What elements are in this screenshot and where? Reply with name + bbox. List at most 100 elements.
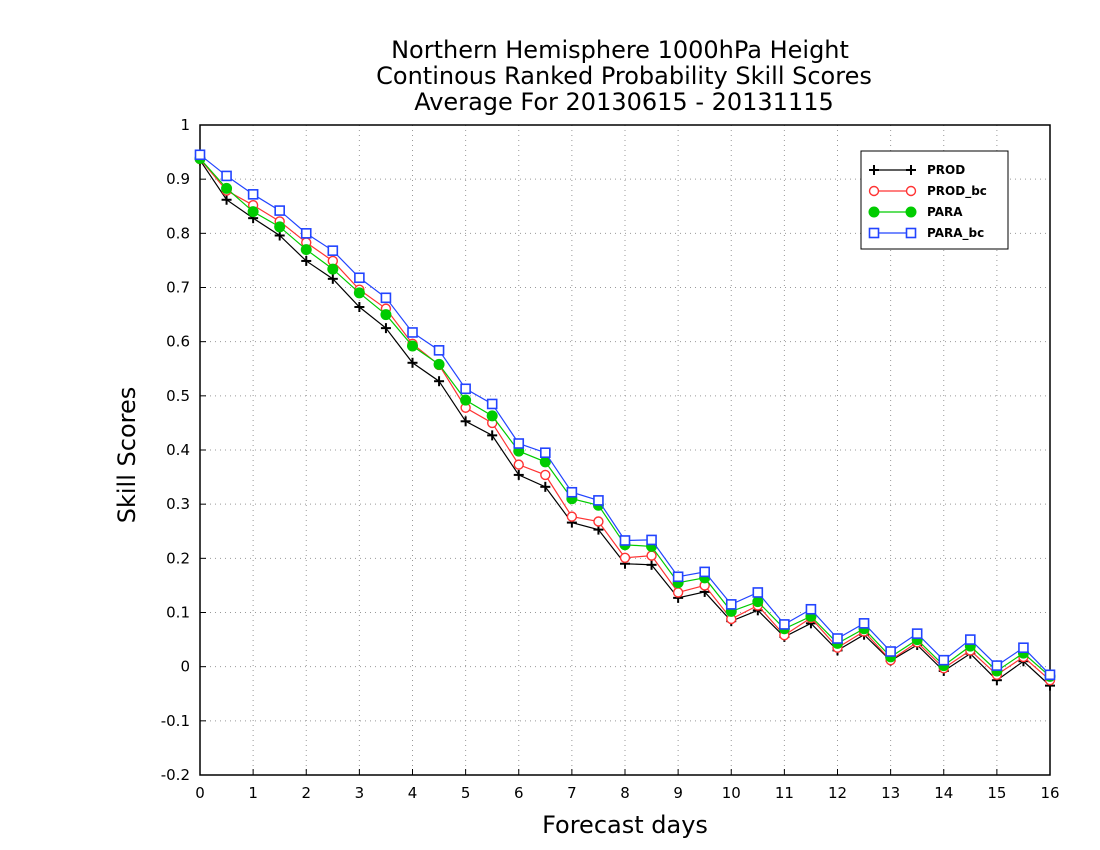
data-point-prod	[646, 559, 657, 570]
data-point-prod-bc	[513, 459, 524, 470]
data-point-para-bc	[540, 447, 551, 459]
x-axis-title: Forecast days	[542, 811, 708, 839]
legend-item-para: PARA	[868, 205, 963, 219]
legend-marker	[906, 165, 916, 175]
legend-marker	[905, 185, 917, 197]
data-point-para-bc	[274, 205, 285, 216]
title-line-3: Average For 20130615 - 20131115	[414, 88, 834, 116]
data-point-para-bc	[513, 438, 525, 449]
data-point-para-bc	[938, 654, 950, 666]
legend-marker	[868, 185, 880, 197]
data-point-para-bc	[619, 535, 631, 546]
legend-marker	[905, 227, 917, 239]
data-point-prod	[354, 302, 365, 312]
legend-item-prod-bc: PROD_bc	[868, 184, 987, 199]
data-point-prod	[327, 273, 338, 284]
legend-label: PARA	[927, 205, 963, 219]
y-tick-label: 0.1	[166, 604, 190, 622]
legend-marker	[869, 165, 879, 175]
series	[194, 149, 1056, 691]
chart-title: Northern Hemisphere 1000hPa Height Conti…	[376, 36, 872, 116]
data-point-para-bc	[965, 634, 976, 645]
data-point-para-bc	[460, 383, 471, 395]
data-point-para	[460, 394, 472, 406]
y-tick-label: 0	[180, 658, 190, 676]
y-tick-label: -0.1	[161, 712, 190, 730]
x-tick-label: 1	[248, 784, 258, 802]
data-point-para-bc	[725, 599, 737, 610]
legend: PROD PROD_bc PARA PARA_bc	[860, 150, 1009, 250]
data-point-para	[752, 596, 764, 608]
data-point-prod-bc	[619, 552, 631, 563]
y-tick-label: 0.8	[166, 224, 190, 242]
data-point-para-bc	[1018, 642, 1029, 654]
x-tick-label: 0	[195, 784, 205, 802]
data-point-para-bc	[885, 646, 896, 657]
data-point-prod	[380, 323, 391, 334]
data-point-para-bc	[699, 566, 710, 578]
data-point-para-bc	[194, 149, 206, 161]
x-tick-label: 16	[1040, 784, 1059, 802]
data-point-prod	[513, 469, 524, 480]
data-point-para	[300, 244, 312, 256]
data-point-prod-bc	[540, 469, 551, 481]
x-tick-label: 10	[722, 784, 741, 802]
data-point-para-bc	[380, 292, 392, 304]
data-point-para	[380, 309, 392, 321]
y-tick-label: 0.7	[166, 279, 190, 297]
data-point-para-bc	[327, 245, 339, 256]
y-tick-label: 0.5	[166, 387, 190, 405]
y-tick-label: 0.6	[166, 333, 190, 351]
legend-label: PARA_bc	[927, 226, 984, 241]
data-point-para	[353, 287, 365, 299]
legend-marker	[868, 227, 880, 239]
data-point-para-bc	[672, 571, 684, 583]
data-point-para-bc	[805, 603, 817, 615]
x-tick-label: 15	[987, 784, 1006, 802]
data-point-prod-bc	[593, 516, 604, 527]
data-point-para-bc	[486, 398, 498, 410]
x-tick-label: 13	[881, 784, 900, 802]
data-point-prod	[487, 430, 498, 441]
data-point-prod	[540, 481, 551, 492]
x-tick-label: 7	[567, 784, 577, 802]
y-axis-title: Skill Scores	[113, 387, 141, 524]
series-para-bc	[194, 149, 1056, 681]
data-point-para-bc	[752, 587, 764, 598]
data-point-para-bc	[911, 628, 923, 639]
data-point-para	[407, 340, 418, 352]
y-tick-label: 1	[180, 116, 190, 134]
data-point-para	[274, 221, 286, 233]
legend-marker	[868, 206, 880, 218]
title-line-1: Northern Hemisphere 1000hPa Height	[391, 36, 849, 64]
data-point-para-bc	[221, 170, 232, 182]
data-point-para-bc	[858, 618, 870, 629]
data-point-prod-bc	[672, 587, 684, 598]
data-point-prod	[221, 194, 232, 205]
data-point-prod-bc	[646, 550, 657, 561]
legend-label: PROD_bc	[927, 184, 987, 199]
data-point-para-bc	[1044, 669, 1056, 681]
y-tick-label: 0.2	[166, 549, 190, 567]
axis-ticks: 0 1 2 3 4 5 6 7 8 9 10 11 12 13 14 15 16-0.2-0.100.10.20…	[161, 116, 1060, 802]
data-point-para	[247, 206, 259, 218]
x-tick-label: 3	[355, 784, 365, 802]
data-point-para-bc	[779, 619, 790, 630]
x-tick-label: 11	[775, 784, 794, 802]
legend-marker	[905, 206, 917, 218]
data-point-para-bc	[247, 189, 259, 200]
y-tick-label: 0.4	[166, 441, 190, 459]
data-point-prod	[301, 255, 312, 266]
legend-item-prod: PROD	[869, 163, 965, 177]
data-point-para-bc	[300, 228, 312, 239]
data-point-para-bc	[354, 272, 365, 284]
data-point-para	[221, 182, 233, 194]
data-point-para-bc	[433, 345, 445, 356]
data-point-para	[433, 358, 445, 370]
data-point-para-bc	[566, 486, 578, 498]
y-tick-label: 0.9	[166, 170, 190, 188]
x-tick-label: 6	[514, 784, 524, 802]
data-point-para-bc	[593, 495, 604, 506]
data-point-prod	[434, 376, 445, 387]
